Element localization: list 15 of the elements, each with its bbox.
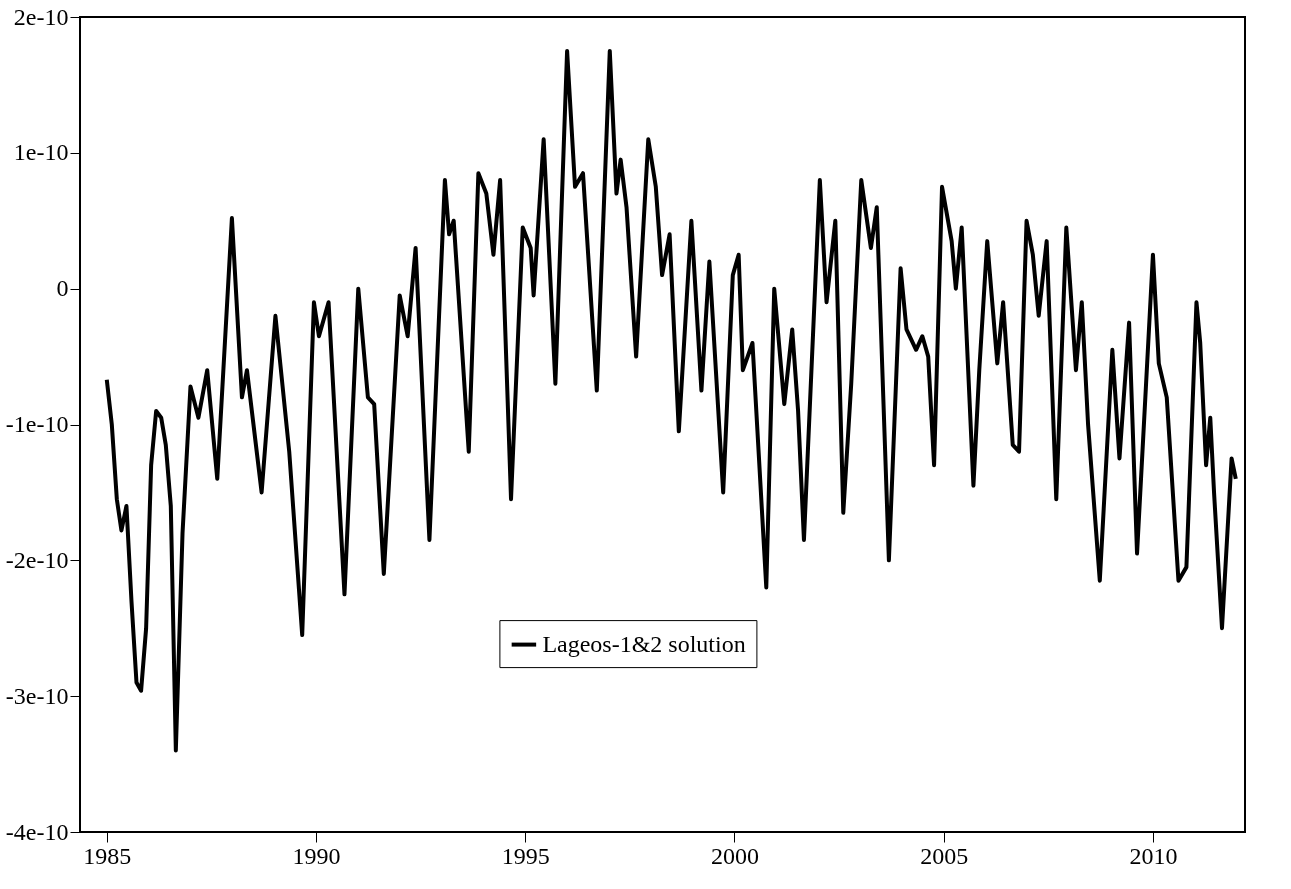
- x-tick-label: 2005: [920, 842, 969, 869]
- y-tick-label: -1e-10: [5, 411, 69, 437]
- line-series: [104, 48, 1238, 753]
- x-tick-label: 2010: [1129, 842, 1178, 869]
- x-tick-label: 1990: [292, 842, 341, 869]
- x-tick-label: 2000: [710, 842, 759, 869]
- y-tick-label: -4e-10: [5, 818, 69, 845]
- x-tick-label: 1995: [501, 842, 550, 869]
- y-tick-label: 2e-10: [13, 3, 69, 30]
- y-tick-label: -3e-10: [5, 682, 69, 709]
- x-tick-label: 1985: [83, 842, 132, 869]
- y-tick-label: 1e-10: [13, 139, 69, 166]
- y-tick-label: -2e-10: [5, 546, 69, 573]
- y-tick-label: 0: [56, 275, 69, 302]
- legend-label: Lageos-1&2 solution: [542, 630, 746, 657]
